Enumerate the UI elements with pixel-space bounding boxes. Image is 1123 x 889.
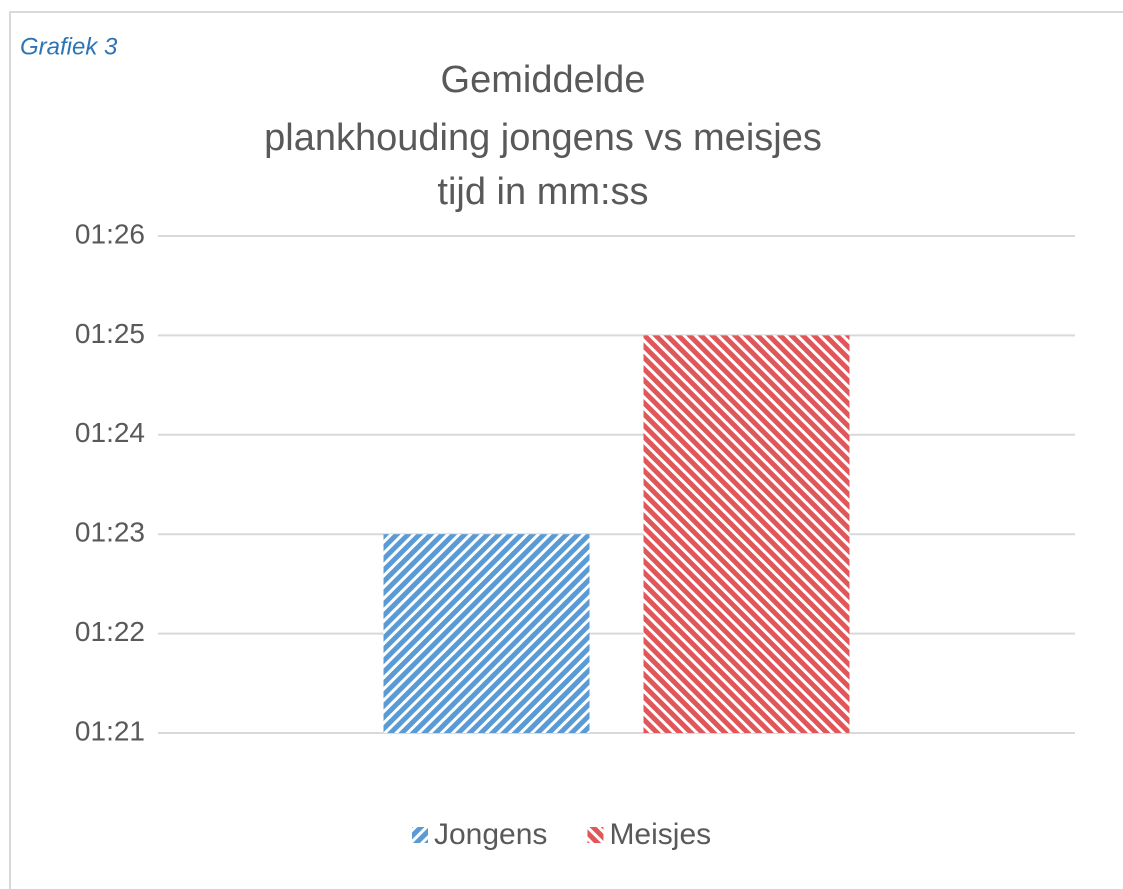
legend-label: Meisjes (609, 818, 711, 851)
chart-title: plankhouding jongens vs meisjes (264, 117, 822, 159)
legend-label: Jongens (434, 818, 547, 851)
y-tick-label: 01:26 (75, 218, 145, 249)
bar (643, 335, 850, 733)
y-tick-label: 01:21 (75, 715, 145, 746)
chart-title: tijd in mm:ss (437, 171, 648, 213)
caption: Grafiek 3 (20, 33, 118, 60)
y-tick-label: 01:23 (75, 517, 145, 548)
y-tick-label: 01:24 (75, 417, 145, 448)
y-tick-label: 01:22 (75, 616, 145, 647)
chart-title: Gemiddelde (441, 59, 646, 101)
chart-frame (9, 11, 1123, 889)
legend-swatch (412, 827, 428, 843)
legend-swatch (587, 827, 604, 843)
y-tick-label: 01:25 (75, 318, 145, 349)
bar (383, 534, 590, 733)
